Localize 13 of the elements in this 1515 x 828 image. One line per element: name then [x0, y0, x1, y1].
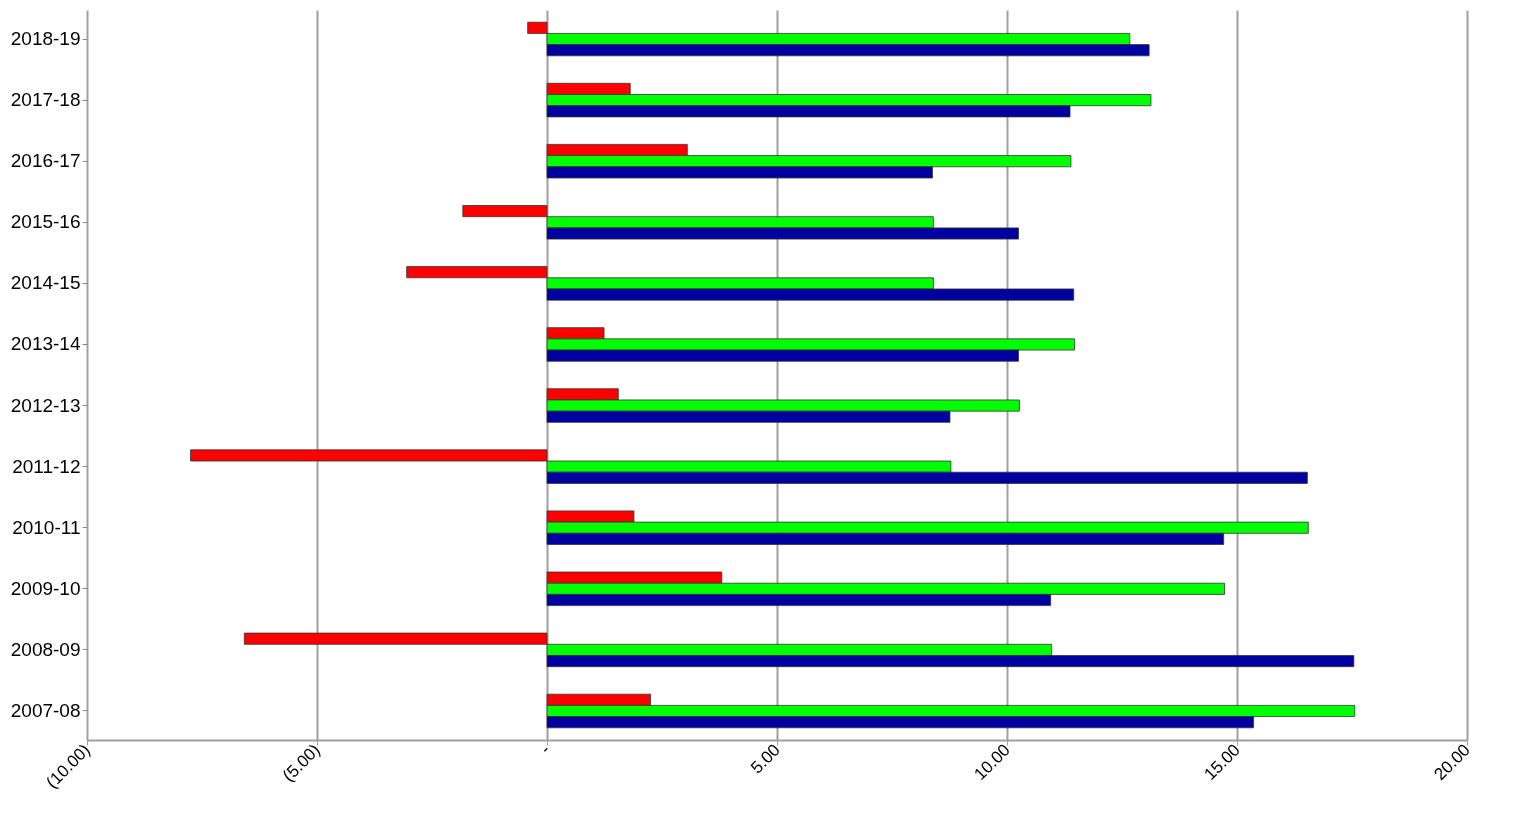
y-tick-label: 2018-19 — [10, 28, 81, 50]
y-tick-label: 2009-10 — [10, 577, 81, 599]
y-tick-label: 2008-09 — [10, 638, 81, 660]
y-tick-label: 2007-08 — [10, 699, 81, 721]
x-tick-label: - — [536, 740, 554, 758]
y-tick-label: 2010-11 — [12, 516, 81, 538]
y-tick-label: 2011-12 — [12, 455, 81, 477]
y-tick-label: 2012-13 — [10, 394, 81, 416]
y-tick-label: 2014-15 — [10, 272, 81, 294]
y-tick-label: 2015-16 — [10, 211, 81, 233]
y-tick-label: 2017-18 — [10, 89, 81, 111]
y-tick-label: 2016-17 — [10, 150, 81, 172]
y-tick-label: 2013-14 — [10, 333, 81, 355]
